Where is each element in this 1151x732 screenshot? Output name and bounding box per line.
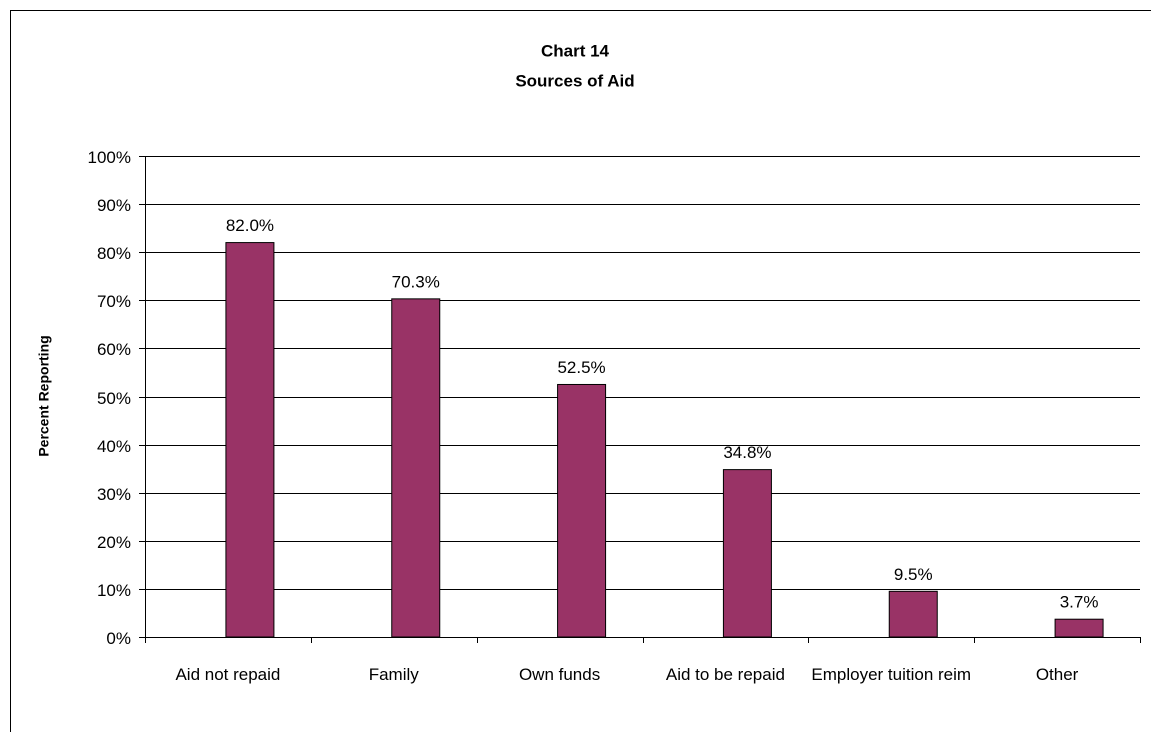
chart-subtitle: Sources of Aid xyxy=(515,71,634,90)
y-tick-label: 80% xyxy=(97,244,131,263)
x-tick-label: Family xyxy=(368,665,419,684)
x-tick-label: Own funds xyxy=(518,665,601,684)
y-tick-label: 70% xyxy=(97,292,131,311)
bar xyxy=(557,383,607,638)
y-tick-label: 40% xyxy=(97,437,131,456)
y-axis-label: Percent Reporting xyxy=(36,335,52,456)
y-tick-label: 60% xyxy=(97,340,131,359)
data-label: 82.0% xyxy=(226,216,274,235)
bar xyxy=(1054,618,1104,638)
y-tick-label: 20% xyxy=(97,533,131,552)
bar xyxy=(888,590,938,638)
bar xyxy=(722,469,772,638)
data-label: 9.5% xyxy=(894,565,933,584)
y-tick-label: 100% xyxy=(88,148,131,167)
data-label: 70.3% xyxy=(392,272,440,291)
y-tick-label: 90% xyxy=(97,196,131,215)
data-label: 3.7% xyxy=(1060,593,1099,612)
y-tick-label: 10% xyxy=(97,581,131,600)
bar xyxy=(225,242,275,638)
x-tick-label: Other xyxy=(1035,665,1079,684)
y-tick-label: 30% xyxy=(97,485,131,504)
x-tick-label: Aid not repaid xyxy=(175,665,281,684)
data-label: 52.5% xyxy=(557,358,605,377)
y-tick-label: 0% xyxy=(106,629,131,648)
x-tick-label: Employer tuition reim xyxy=(811,665,972,684)
data-label: 34.8% xyxy=(723,443,771,462)
x-tick-label: Aid to be repaid xyxy=(665,665,785,684)
bar xyxy=(391,298,441,638)
chart-title: Chart 14 xyxy=(541,41,610,60)
y-tick-label: 50% xyxy=(97,389,131,408)
chart-frame xyxy=(10,10,1151,732)
